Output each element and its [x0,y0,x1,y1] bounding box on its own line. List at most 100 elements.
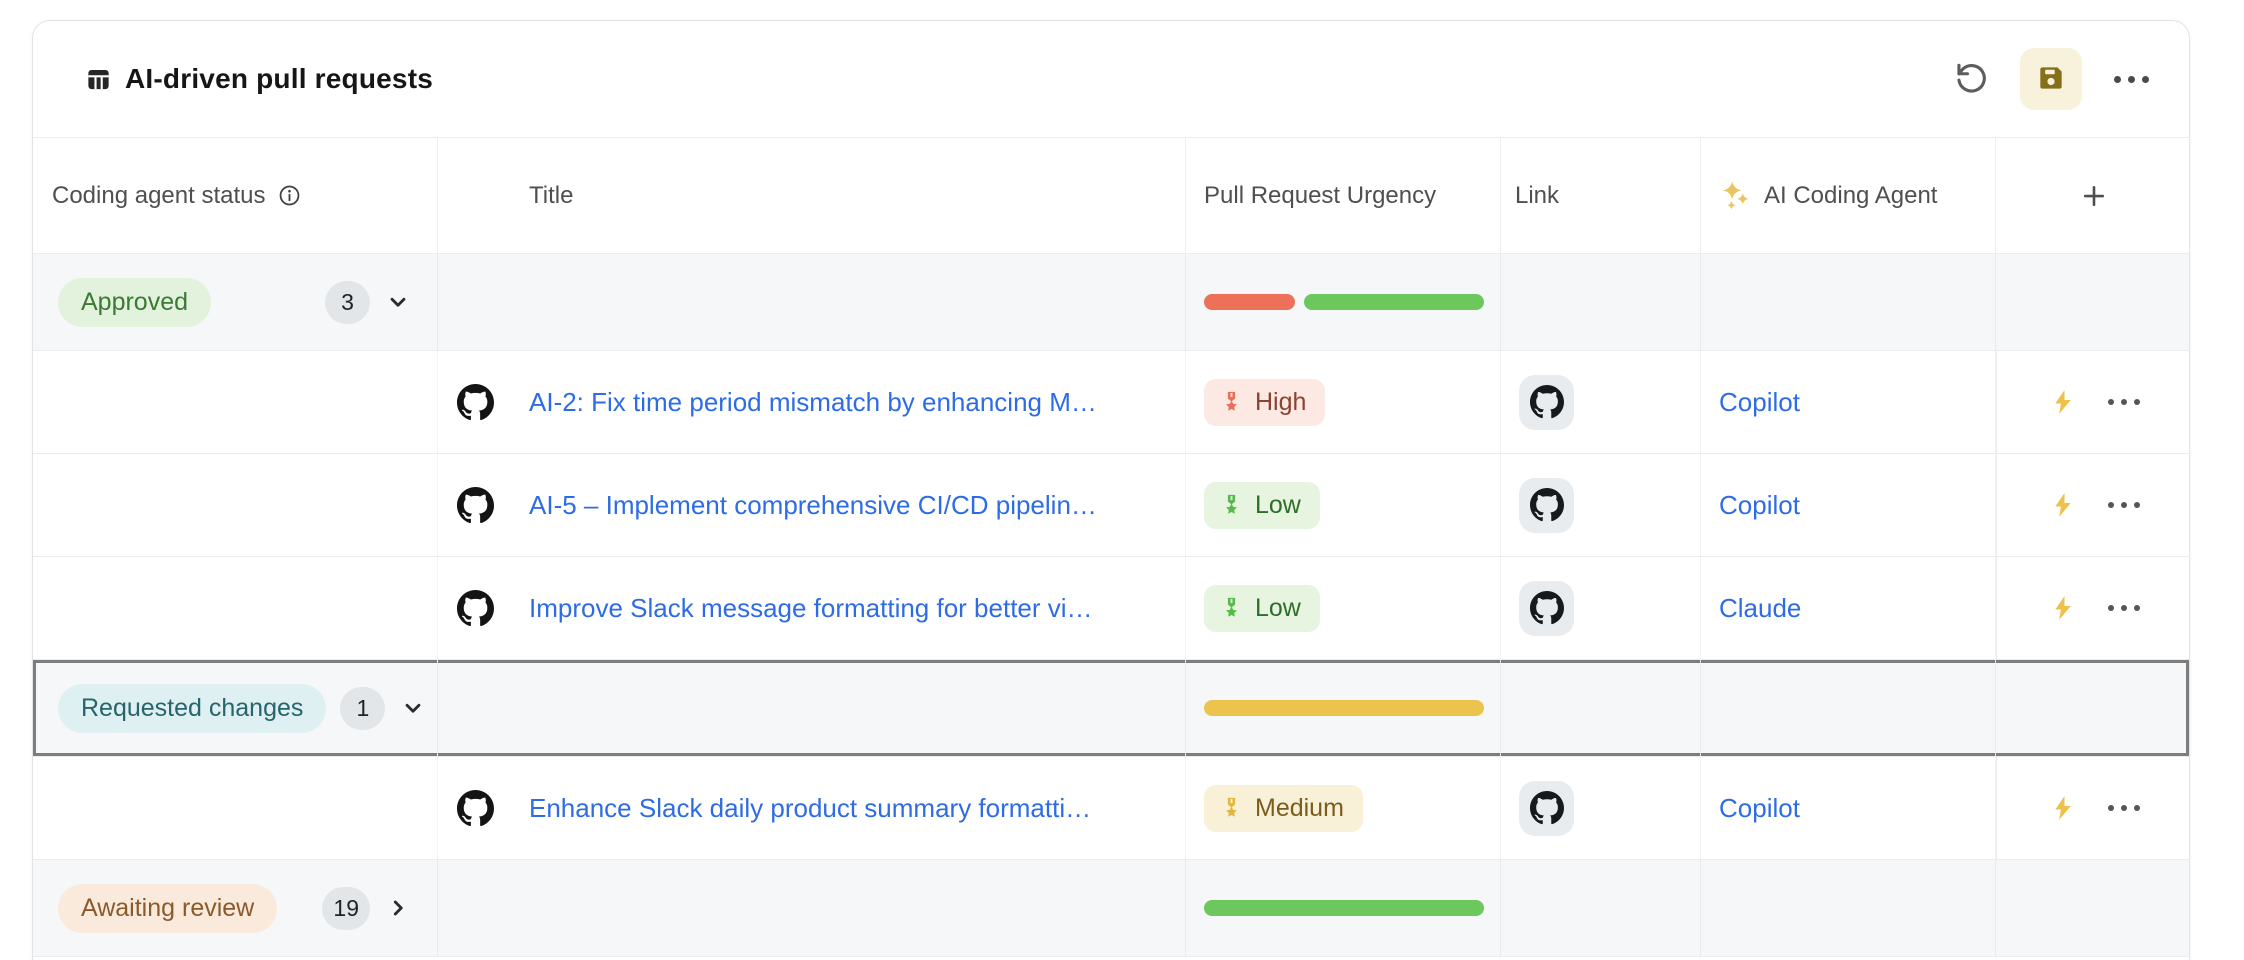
github-icon [457,486,494,524]
group-collapse-chevron-icon[interactable] [400,695,426,721]
row-agent-cell: Claude [1701,557,1996,659]
column-header-title[interactable]: Title [438,138,1186,253]
row-link-cell [1501,454,1701,556]
group-row: Awaiting review 19 [33,860,2189,957]
group-actions-cell [1996,860,2189,956]
more-options-button[interactable] [2114,75,2149,83]
undo-button[interactable] [1954,61,1988,98]
urgency-bar [1204,700,1484,716]
row-status-cell [33,454,438,556]
row-menu-icon[interactable] [2108,502,2140,508]
row-menu-icon[interactable] [2108,399,2140,405]
row-urgency-cell[interactable]: Low [1186,454,1501,556]
github-link-button[interactable] [1519,580,1574,636]
row-title-cell: AI-5 – Implement comprehensive CI/CD pip… [438,454,1186,556]
urgency-bar [1304,294,1484,310]
automation-bolt-icon[interactable] [2048,793,2078,823]
group-row: Approved 3 [33,254,2189,351]
urgency-label: Medium [1255,793,1344,822]
ellipsis-icon [2114,75,2149,83]
plus-icon [2079,181,2109,211]
column-label: Coding agent status [52,181,266,209]
ai-coding-agent-link[interactable]: Copilot [1719,792,1800,823]
column-header-ai-coding-agent[interactable]: AI Coding Agent [1701,138,1996,253]
group-urgency-summary-cell [1186,860,1501,956]
automation-bolt-icon[interactable] [2048,387,2078,417]
medal-icon [1218,492,1245,519]
urgency-label: High [1255,387,1307,416]
row-actions-cell [1996,351,2189,453]
row-urgency-cell[interactable]: Low [1186,557,1501,659]
column-label: AI Coding Agent [1764,181,1938,209]
sparkles-icon [1719,179,1751,213]
github-icon [457,589,494,627]
row-urgency-cell[interactable]: Medium [1186,757,1501,859]
ai-coding-agent-link[interactable]: Claude [1719,592,1802,623]
pull-request-title-link[interactable]: Enhance Slack daily product summary form… [529,792,1092,823]
add-column-button[interactable] [1996,138,2189,253]
group-title-cell [438,860,1186,956]
medal-icon [1218,595,1245,622]
table-row: Improve Slack message formatting for bet… [33,557,2189,660]
column-header-status[interactable]: Coding agent status [33,138,438,253]
pull-request-title-link[interactable]: Improve Slack message formatting for bet… [529,592,1093,623]
row-agent-cell: Copilot [1701,454,1996,556]
group-status-label: Approved [81,287,189,316]
pull-request-title-link[interactable]: AI-5 – Implement comprehensive CI/CD pip… [529,489,1097,520]
automation-bolt-icon[interactable] [2048,490,2078,520]
group-urgency-summary-cell [1186,254,1501,350]
group-collapse-chevron-icon[interactable] [385,289,411,315]
group-status-pill[interactable]: Requested changes [58,683,327,733]
group-count-area: 3 [325,280,411,324]
group-actions-cell [1996,254,2189,350]
group-count-badge: 1 [340,686,386,730]
ai-coding-agent-link[interactable]: Copilot [1719,489,1800,520]
group-count-area: 19 [322,886,411,930]
row-title-cell: Improve Slack message formatting for bet… [438,557,1186,659]
github-link-button[interactable] [1519,780,1574,836]
row-menu-icon[interactable] [2108,605,2140,611]
column-header-link[interactable]: Link [1501,138,1701,253]
group-title-cell [438,254,1186,350]
info-icon[interactable] [277,183,302,208]
urgency-summary-bars [1186,294,1484,310]
row-urgency-cell[interactable]: High [1186,351,1501,453]
urgency-badge: High [1204,378,1326,426]
automation-bolt-icon[interactable] [2048,593,2078,623]
group-urgency-summary-cell [1186,660,1501,756]
group-status-cell: Awaiting review 19 [33,860,438,956]
medal-icon [1218,795,1245,822]
group-link-cell [1501,860,1701,956]
table-row: AI-5 – Implement comprehensive CI/CD pip… [33,454,2189,557]
row-agent-cell: Copilot [1701,757,1996,859]
column-header-row: Coding agent status Title Pull Request U… [33,138,2189,254]
group-link-cell [1501,660,1701,756]
github-link-button[interactable] [1519,374,1574,430]
group-status-pill[interactable]: Awaiting review [58,883,278,933]
ai-coding-agent-link[interactable]: Copilot [1719,386,1800,417]
pull-request-title-link[interactable]: AI-2: Fix time period mismatch by enhanc… [529,386,1097,417]
group-collapse-chevron-icon[interactable] [385,895,411,921]
row-link-cell [1501,351,1701,453]
table-grid: Coding agent status Title Pull Request U… [33,138,2189,957]
group-agent-cell [1701,254,1996,350]
row-menu-icon[interactable] [2108,805,2140,811]
row-title-cell: Enhance Slack daily product summary form… [438,757,1186,859]
save-button[interactable] [2020,48,2082,110]
column-header-urgency[interactable]: Pull Request Urgency [1186,138,1501,253]
row-agent-cell: Copilot [1701,351,1996,453]
group-actions-cell [1996,660,2189,756]
urgency-summary-bars [1186,900,1484,916]
column-label: Title [529,181,574,209]
table-titlebar: AI-driven pull requests [33,21,2189,138]
group-count-badge: 3 [325,280,370,324]
urgency-bar [1204,294,1295,310]
github-link-button[interactable] [1519,477,1574,533]
pull-requests-table-card: AI-driven pull requests Coding agent sta… [32,20,2190,960]
row-title-cell: AI-2: Fix time period mismatch by enhanc… [438,351,1186,453]
undo-icon [1954,61,1988,98]
table-row: Enhance Slack daily product summary form… [33,757,2189,860]
group-status-pill[interactable]: Approved [58,277,212,327]
row-status-cell [33,757,438,859]
row-actions-cell [1996,454,2189,556]
